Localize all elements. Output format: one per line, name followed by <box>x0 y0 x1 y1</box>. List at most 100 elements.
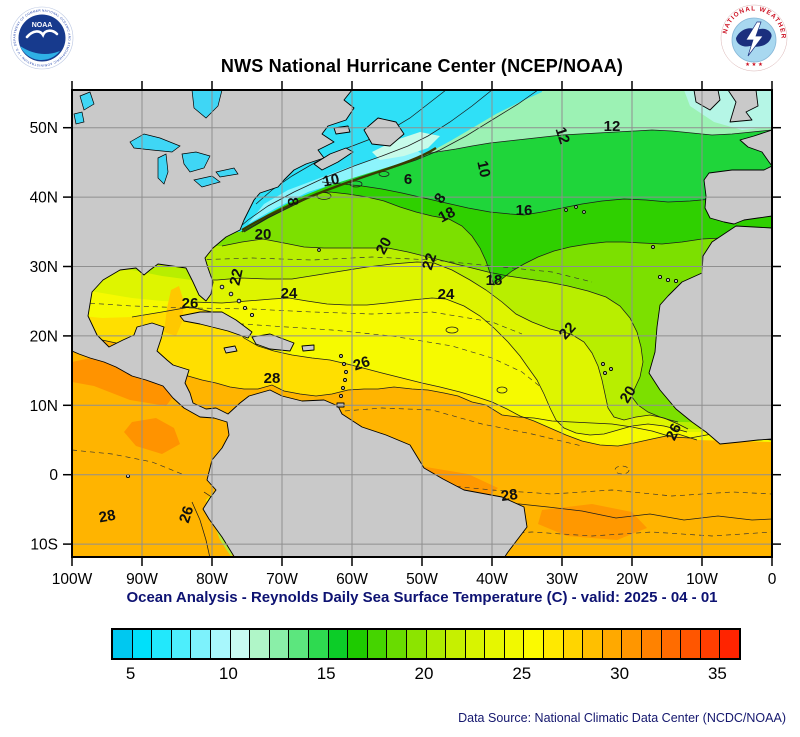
landmass-jamaica <box>223 345 238 354</box>
nws-logo: NATIONAL WEATHER SERVICE ★ ★ ★ <box>720 4 788 72</box>
lake-huron <box>181 151 211 173</box>
axis-tick-labels: 100W 90W 80W 70W 60W 50W 40W 30W 20W 10W 0 50N 40N 30… <box>30 120 777 588</box>
x-tick-label: 40W <box>476 571 508 588</box>
colorbar-cell <box>504 630 525 658</box>
contour-label: 26 <box>182 295 199 312</box>
landmass-ireland <box>693 90 721 111</box>
contour-label: 20 <box>617 383 640 406</box>
colorbar-cell <box>406 630 427 658</box>
contour-label: 20 <box>373 235 396 258</box>
y-tick-label: 50N <box>30 120 58 137</box>
landmass-americas <box>72 90 528 557</box>
colorbar-cell <box>367 630 388 658</box>
landmass-cuba <box>179 311 253 339</box>
lake-erie <box>193 175 221 188</box>
landmass-europe <box>703 129 772 225</box>
gulf-stream-front <box>241 146 437 232</box>
lake-michigan <box>157 153 169 185</box>
contour-label: 10 <box>473 159 493 179</box>
colorbar-labels: 5 10 15 20 25 30 35 <box>111 664 741 688</box>
noaa-logo: NATIONAL OCEANIC AND ATMOSPHERIC ADMINIS… <box>10 6 74 70</box>
colorbar-cell <box>387 630 407 658</box>
contour-label: 10 <box>321 171 341 191</box>
x-tick-label: 80W <box>196 571 228 588</box>
colorbar-cell <box>171 630 192 658</box>
sst-field <box>72 90 772 557</box>
contour-label: 12 <box>604 118 621 135</box>
colorbar-cell <box>289 630 309 658</box>
colorbar-cell <box>602 630 623 658</box>
landmass-africa <box>648 225 772 445</box>
colorbar-cell <box>426 630 447 658</box>
colorbar-cell <box>250 630 270 658</box>
contour-label: 28 <box>264 370 281 387</box>
contour-label: 24 <box>281 285 298 302</box>
x-tick-label: 50W <box>406 571 438 588</box>
noaa-wave <box>20 46 60 61</box>
x-tick-label: 70W <box>266 571 298 588</box>
colorbar-tick-label: 15 <box>316 664 336 683</box>
colorbar-cell <box>191 630 211 658</box>
axis-ticks <box>63 81 781 566</box>
landmass-puerto-rico <box>301 344 315 352</box>
y-tick-label: 10N <box>30 398 58 415</box>
colorbar-tick-label: 30 <box>610 664 630 683</box>
y-tick-label: 20N <box>30 328 58 345</box>
map-caption: Ocean Analysis - Reynolds Daily Sea Surf… <box>126 589 718 606</box>
y-tick-label: 40N <box>30 190 58 207</box>
contour-label: 24 <box>438 286 455 303</box>
colorbar-cell <box>230 630 251 658</box>
colorbar-cell <box>328 630 349 658</box>
colorbar-cell <box>485 630 505 658</box>
noaa-seagull-icon <box>25 29 59 39</box>
contour-label: 22 <box>419 251 440 272</box>
noaa-label: NOAA <box>32 22 53 29</box>
colorbar-tick-label: 5 <box>125 664 136 683</box>
colorbar-cell <box>720 630 739 658</box>
data-source: Data Source: National Climatic Data Cent… <box>458 711 786 725</box>
y-tick-label: 10S <box>30 537 58 554</box>
contour-label: 28 <box>500 486 519 505</box>
colorbar-cell <box>446 630 466 658</box>
x-tick-label: 20W <box>616 571 648 588</box>
contour-label: 20 <box>255 226 272 243</box>
colorbar-cell <box>563 630 584 658</box>
colorbar-tick-label: 20 <box>414 664 434 683</box>
colorbar-cell <box>465 630 486 658</box>
colorbar-cell <box>622 630 643 658</box>
nws-stars: ★ ★ ★ <box>745 61 763 68</box>
colorbar-cell <box>269 630 290 658</box>
y-tick-label: 30N <box>30 259 58 276</box>
colorbar-cell <box>661 630 682 658</box>
contour-label: 18 <box>486 272 503 289</box>
grid-lines <box>72 90 772 557</box>
colorbar-cell <box>132 630 153 658</box>
contour-label: 26 <box>663 421 685 443</box>
contour-label: 28 <box>98 507 117 527</box>
x-tick-label: 0 <box>768 571 777 588</box>
x-tick-label: 100W <box>52 571 93 588</box>
contour-label: 6 <box>404 171 412 188</box>
landmass-britain <box>727 90 759 123</box>
lake-ontario <box>215 167 239 178</box>
landmass-nova-scotia <box>313 147 354 171</box>
colorbar-cell <box>113 630 133 658</box>
noaa-emblem <box>18 14 66 62</box>
landmass-newfoundland <box>363 117 405 147</box>
colorbar-cell <box>544 630 564 658</box>
colorbar-tick-label: 35 <box>707 664 727 683</box>
colorbar-cell <box>642 630 662 658</box>
x-tick-label: 60W <box>336 571 368 588</box>
colorbar-tick-label: 10 <box>218 664 238 683</box>
x-tick-label: 10W <box>686 571 718 588</box>
colorbar-cell <box>583 630 603 658</box>
colorbar-cell <box>308 630 329 658</box>
contour-lines <box>72 90 772 557</box>
colorbar-cell <box>348 630 368 658</box>
contour-label: 16 <box>516 202 533 219</box>
contour-label: 26 <box>176 504 197 525</box>
contour-label: 12 <box>552 125 573 146</box>
colorbar-tick-label: 25 <box>512 664 532 683</box>
